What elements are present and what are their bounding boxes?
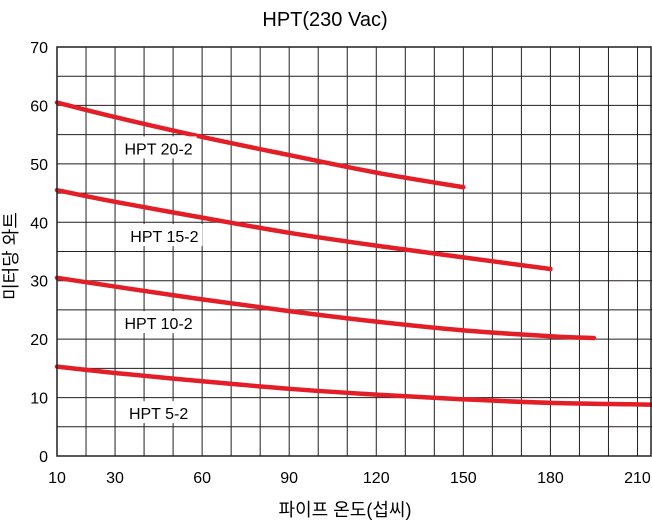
x-tick-label: 60 bbox=[193, 470, 211, 487]
series-line-2 bbox=[54, 187, 553, 272]
series-label-background bbox=[120, 401, 197, 424]
x-tick-labels: 10 30 60 90 120 150 180 210 bbox=[48, 470, 651, 487]
plot-frame bbox=[56, 46, 652, 457]
y-tick-label: 70 bbox=[30, 40, 48, 57]
x-axis-title: 파이프 온도(섭씨) bbox=[279, 500, 412, 520]
x-tick-label: 210 bbox=[624, 470, 651, 487]
y-axis-title: 미터당 와트 bbox=[1, 212, 21, 300]
y-tick-label: 50 bbox=[30, 157, 48, 174]
x-tick-label: 90 bbox=[280, 470, 298, 487]
x-tick-label: 120 bbox=[363, 470, 390, 487]
y-tick-label: 30 bbox=[30, 274, 48, 291]
series-curves bbox=[54, 100, 652, 407]
series-label: HPT 15-2 bbox=[130, 229, 198, 246]
x-tick-label: 180 bbox=[537, 470, 564, 487]
x-tick-label: 150 bbox=[450, 470, 477, 487]
series-label-background bbox=[120, 311, 197, 334]
series-line-4 bbox=[54, 364, 652, 407]
series-line-3 bbox=[54, 275, 597, 341]
series-label: HPT 10-2 bbox=[124, 316, 192, 333]
series-label-background bbox=[126, 224, 203, 247]
series-label-background bbox=[120, 136, 197, 159]
y-tick-label: 10 bbox=[30, 391, 48, 408]
series-line-1 bbox=[54, 100, 466, 190]
x-tick-label: 30 bbox=[106, 470, 124, 487]
series-label: HPT 20-2 bbox=[124, 141, 192, 158]
chart-title: HPT(230 Vac) bbox=[262, 9, 387, 31]
y-tick-label: 60 bbox=[30, 98, 48, 115]
x-tick-label: 10 bbox=[48, 470, 66, 487]
series-labels: HPT 20-2 HPT 15-2 HPT 10-2 HPT 5-2 bbox=[120, 136, 203, 424]
series-label: HPT 5-2 bbox=[129, 406, 188, 423]
y-tick-label: 40 bbox=[30, 215, 48, 232]
y-tick-label: 20 bbox=[30, 332, 48, 349]
y-tick-label: 0 bbox=[39, 449, 48, 466]
y-tick-labels: 0 10 20 30 40 50 60 70 bbox=[30, 40, 48, 466]
